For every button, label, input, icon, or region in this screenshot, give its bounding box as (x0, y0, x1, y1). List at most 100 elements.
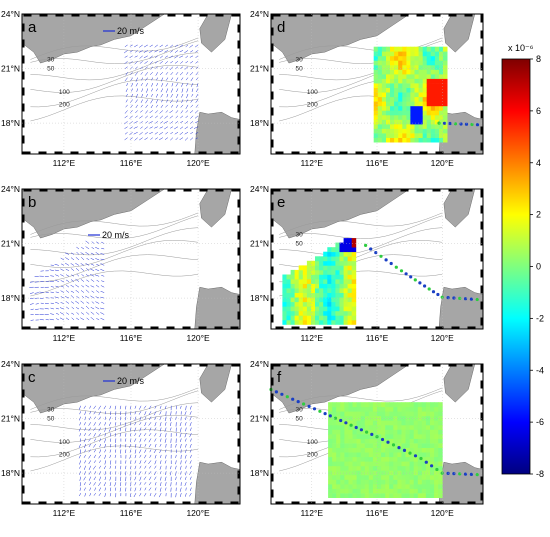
field-cell (386, 55, 391, 61)
vector-arrow (101, 301, 105, 304)
field-cell (406, 119, 411, 125)
field-cell (368, 443, 374, 448)
track-dot (302, 402, 306, 406)
field-cell (405, 456, 410, 462)
field-cell (394, 124, 399, 129)
vector-arrow (160, 482, 162, 487)
vector-arrow (70, 284, 75, 288)
vector-arrow (160, 66, 164, 70)
field-cell (410, 105, 415, 111)
field-cell (372, 415, 378, 421)
field-cell (406, 51, 411, 57)
field-cell (373, 105, 379, 111)
field-cell (390, 74, 395, 79)
field-cell (410, 133, 415, 138)
field-cell (356, 420, 362, 426)
field-cell (340, 461, 345, 467)
track-dot (430, 464, 434, 468)
field-cell (339, 260, 344, 266)
vector-arrow (95, 301, 100, 304)
vector-arrow (93, 438, 97, 442)
vector-arrow (93, 405, 97, 410)
colorbar-tick-label: -8 (536, 469, 544, 479)
vector-arrow (144, 465, 147, 469)
vector-arrow (175, 465, 177, 470)
field-cell (347, 288, 353, 293)
field-cell (306, 319, 312, 325)
contour-label: 30 (47, 56, 55, 63)
field-cell (328, 479, 333, 485)
vector-arrow (115, 443, 117, 448)
field-cell (425, 452, 431, 458)
field-cell (398, 83, 403, 88)
field-cell (381, 114, 387, 120)
vector-arrow (154, 482, 157, 486)
vector-arrow (125, 405, 127, 410)
field-cell (414, 119, 419, 125)
vector-arrow (130, 99, 133, 103)
field-cell (430, 96, 436, 102)
field-cell (394, 92, 399, 98)
lon-tick-label: 120°E (431, 508, 455, 518)
vector-arrow (83, 438, 86, 443)
field-cell (402, 119, 407, 125)
vector-arrow (83, 476, 86, 481)
vector-arrow (179, 50, 184, 53)
lat-tick-label: 18°N (250, 118, 269, 128)
field-cell (434, 452, 439, 458)
field-cell (381, 46, 387, 52)
vector-arrow (149, 55, 153, 59)
vector-arrow (148, 487, 152, 491)
field-cell (368, 493, 374, 498)
track-dot (402, 448, 407, 452)
vector-arrow (85, 246, 90, 250)
field-cell (389, 474, 394, 480)
field-cell (439, 124, 444, 129)
vector-arrow (98, 487, 102, 492)
field-cell (290, 288, 296, 293)
field-cell (356, 443, 362, 448)
field-cell (286, 315, 291, 321)
field-cell (406, 133, 411, 138)
vector-arrow (179, 132, 184, 135)
field-cell (327, 251, 332, 257)
field-cell (406, 46, 411, 52)
field-cell (377, 456, 382, 462)
field-cell (340, 479, 345, 485)
field-cell (344, 452, 349, 458)
field-cell (414, 87, 419, 93)
field-cell (438, 470, 443, 476)
field-cell (418, 119, 424, 125)
vector-arrow (79, 492, 81, 497)
field-cell (373, 55, 379, 61)
vector-arrow (109, 493, 112, 497)
field-cell (347, 238, 353, 243)
vector-arrow (170, 44, 174, 48)
vector-arrow (159, 72, 164, 76)
field-cell (323, 288, 328, 293)
vector-arrow (140, 104, 143, 108)
vector-arrow (55, 291, 59, 293)
field-cell (402, 78, 407, 84)
vector-arrow (138, 449, 142, 454)
vector-arrow (148, 438, 152, 443)
field-cell (390, 128, 395, 134)
field-cell (438, 461, 443, 467)
field-cell (332, 465, 337, 471)
field-cell (344, 484, 349, 489)
vector-arrow (93, 443, 97, 448)
field-cell (421, 465, 427, 471)
vector-arrow (154, 137, 158, 140)
field-cell (414, 55, 419, 61)
vector-arrow (144, 416, 147, 420)
vector-arrow (93, 411, 97, 415)
vector-arrow (179, 422, 182, 427)
field-cell (360, 465, 366, 471)
vector-arrow (93, 482, 97, 486)
vector-arrow (190, 121, 194, 124)
lon-tick-label: 120°E (431, 333, 455, 343)
field-cell (377, 484, 382, 489)
field-cell (298, 283, 304, 289)
